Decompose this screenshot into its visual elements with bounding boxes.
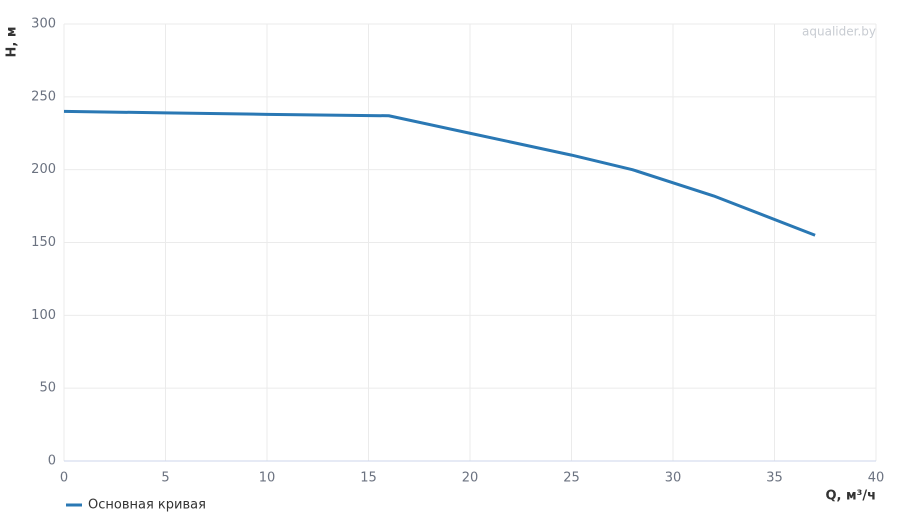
legend-label: Основная кривая	[88, 498, 206, 513]
y-tick-label: 200	[31, 162, 56, 177]
x-axis-title: Q, м³/ч	[825, 489, 876, 504]
line	[63, 109, 816, 237]
y-tick-label: 250	[31, 89, 56, 104]
y-tick-label: 50	[39, 381, 56, 396]
x-tick-label: 20	[462, 471, 479, 486]
x-tick-label: 5	[161, 471, 169, 486]
x-tick-label: 10	[259, 471, 276, 486]
x-tick-label: 40	[868, 471, 885, 486]
y-tick-label: 100	[31, 308, 56, 323]
y-tick-label: 150	[31, 235, 56, 250]
x-tick-label: 30	[665, 471, 682, 486]
x-tick-label: 25	[563, 471, 580, 486]
x-tick-label: 15	[360, 471, 377, 486]
y-tick-label: 0	[48, 454, 56, 469]
y-tick-label: 300	[31, 17, 56, 32]
watermark: aqualider.by	[802, 25, 876, 39]
x-tick-label: 0	[60, 471, 68, 486]
y-axis-title: H, м	[5, 27, 20, 58]
x-tick-label: 35	[766, 471, 783, 486]
